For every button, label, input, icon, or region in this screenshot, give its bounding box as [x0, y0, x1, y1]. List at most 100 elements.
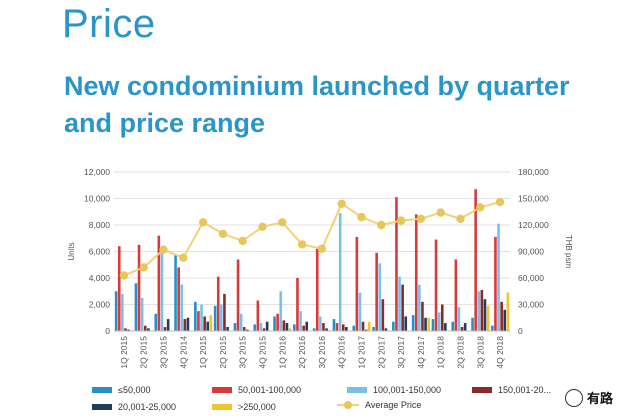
- bar: [381, 299, 385, 331]
- bar: [332, 319, 336, 331]
- bar: [223, 293, 226, 331]
- bar: [451, 321, 455, 331]
- bar: [375, 252, 378, 331]
- legend-swatch: [92, 387, 112, 393]
- bar: [140, 297, 144, 332]
- bar: [216, 276, 220, 331]
- bar: [157, 235, 161, 331]
- chart-legend: ≤50,000 50,001-100,000 100,001-150,000 1…: [82, 385, 582, 417]
- bar: [259, 323, 263, 331]
- legend-swatch: [92, 404, 112, 410]
- average-price-point: [258, 222, 267, 231]
- bar: [319, 316, 322, 331]
- x-tick-label: 1Q 2015: [198, 336, 208, 369]
- bar: [194, 301, 197, 331]
- average-price-point: [396, 216, 406, 225]
- bar: [279, 291, 283, 331]
- y-tick-label: 4,000: [89, 273, 111, 283]
- x-tick-label: 4Q 2018: [495, 336, 505, 369]
- bar: [444, 323, 447, 331]
- x-tick-label: 2Q 2015: [218, 336, 228, 369]
- bar: [213, 305, 217, 331]
- bar: [325, 328, 328, 331]
- legend-label: Average Price: [365, 400, 422, 410]
- legend-label: ≤50,000: [118, 385, 151, 395]
- y2-tick-label: 0: [518, 326, 523, 336]
- legend-label: >250,000: [238, 402, 276, 412]
- legend-line-swatch: [337, 400, 359, 410]
- average-price-point: [297, 240, 307, 249]
- bar: [471, 317, 474, 331]
- bar: [305, 321, 309, 331]
- bar: [454, 259, 458, 331]
- bar: [500, 301, 503, 331]
- legend-item: Average Price: [337, 400, 421, 410]
- bar: [134, 283, 138, 331]
- bar: [288, 328, 292, 331]
- bar: [486, 305, 490, 331]
- bar: [296, 278, 299, 331]
- bar: [494, 236, 497, 331]
- x-tick-label: 4Q 2016: [337, 336, 347, 369]
- bar: [437, 312, 441, 331]
- legend-label: 20,001-25,000: [118, 402, 177, 412]
- bar: [506, 292, 510, 331]
- average-price-point: [377, 220, 386, 230]
- bar: [322, 323, 325, 331]
- y2-tick-label: 90,000: [518, 247, 544, 257]
- y-tick-label: 8,000: [89, 220, 111, 230]
- watermark-text: 有路: [586, 391, 613, 406]
- x-tick-label: 3Q 2016: [317, 336, 327, 369]
- bar: [364, 329, 368, 331]
- bar: [166, 319, 170, 331]
- y-tick-label: 2,000: [89, 300, 111, 310]
- bar: [246, 329, 249, 331]
- legend-item: 50,001-100,000: [212, 385, 301, 395]
- x-tick-label: 4Q 2015: [258, 336, 268, 369]
- bar: [483, 299, 487, 331]
- average-price-point: [337, 199, 346, 208]
- legend-swatch: [472, 387, 492, 393]
- average-price-point: [218, 229, 228, 238]
- bar: [395, 197, 398, 331]
- x-tick-label: 3Q 2017: [396, 336, 406, 369]
- y2-axis-label: THB psm: [564, 235, 573, 269]
- average-price-point: [159, 245, 168, 254]
- x-tick-label: 4Q 2014: [178, 336, 188, 369]
- bar: [127, 329, 130, 331]
- bar: [143, 325, 147, 331]
- average-price-point: [278, 218, 287, 227]
- x-tick-label: 2Q 2017: [376, 336, 386, 369]
- bar: [352, 325, 356, 331]
- bar: [418, 284, 421, 332]
- y2-tick-label: 150,000: [518, 194, 549, 204]
- bar: [384, 328, 388, 331]
- average-price-point: [476, 203, 485, 212]
- bar: [361, 321, 365, 331]
- bar: [421, 301, 424, 331]
- bar: [491, 325, 494, 331]
- bar: [285, 323, 289, 331]
- y-tick-label: 12,000: [84, 167, 110, 177]
- y2-tick-label: 180,000: [518, 167, 549, 177]
- chart-subtitle: New condominium launched by quarter and …: [64, 71, 570, 138]
- x-tick-label: 2Q 2018: [456, 336, 466, 369]
- legend-item: 150,001-20...: [472, 385, 551, 395]
- bar: [312, 328, 316, 331]
- bar: [480, 289, 484, 331]
- y-axis-label: Units: [67, 242, 76, 260]
- bar: [121, 293, 124, 331]
- bar: [335, 323, 339, 331]
- x-tick-label: 2Q 2016: [297, 336, 307, 369]
- x-tick-label: 3Q 2015: [159, 336, 169, 369]
- bar: [117, 246, 121, 331]
- y2-tick-label: 60,000: [518, 273, 544, 283]
- bar: [477, 291, 481, 331]
- y-tick-label: 0: [105, 326, 110, 336]
- bar: [180, 284, 184, 332]
- bar: [411, 315, 415, 331]
- bar: [253, 324, 257, 332]
- chat-bubble-icon: [564, 388, 583, 407]
- bar: [315, 248, 319, 331]
- bar: [434, 239, 438, 331]
